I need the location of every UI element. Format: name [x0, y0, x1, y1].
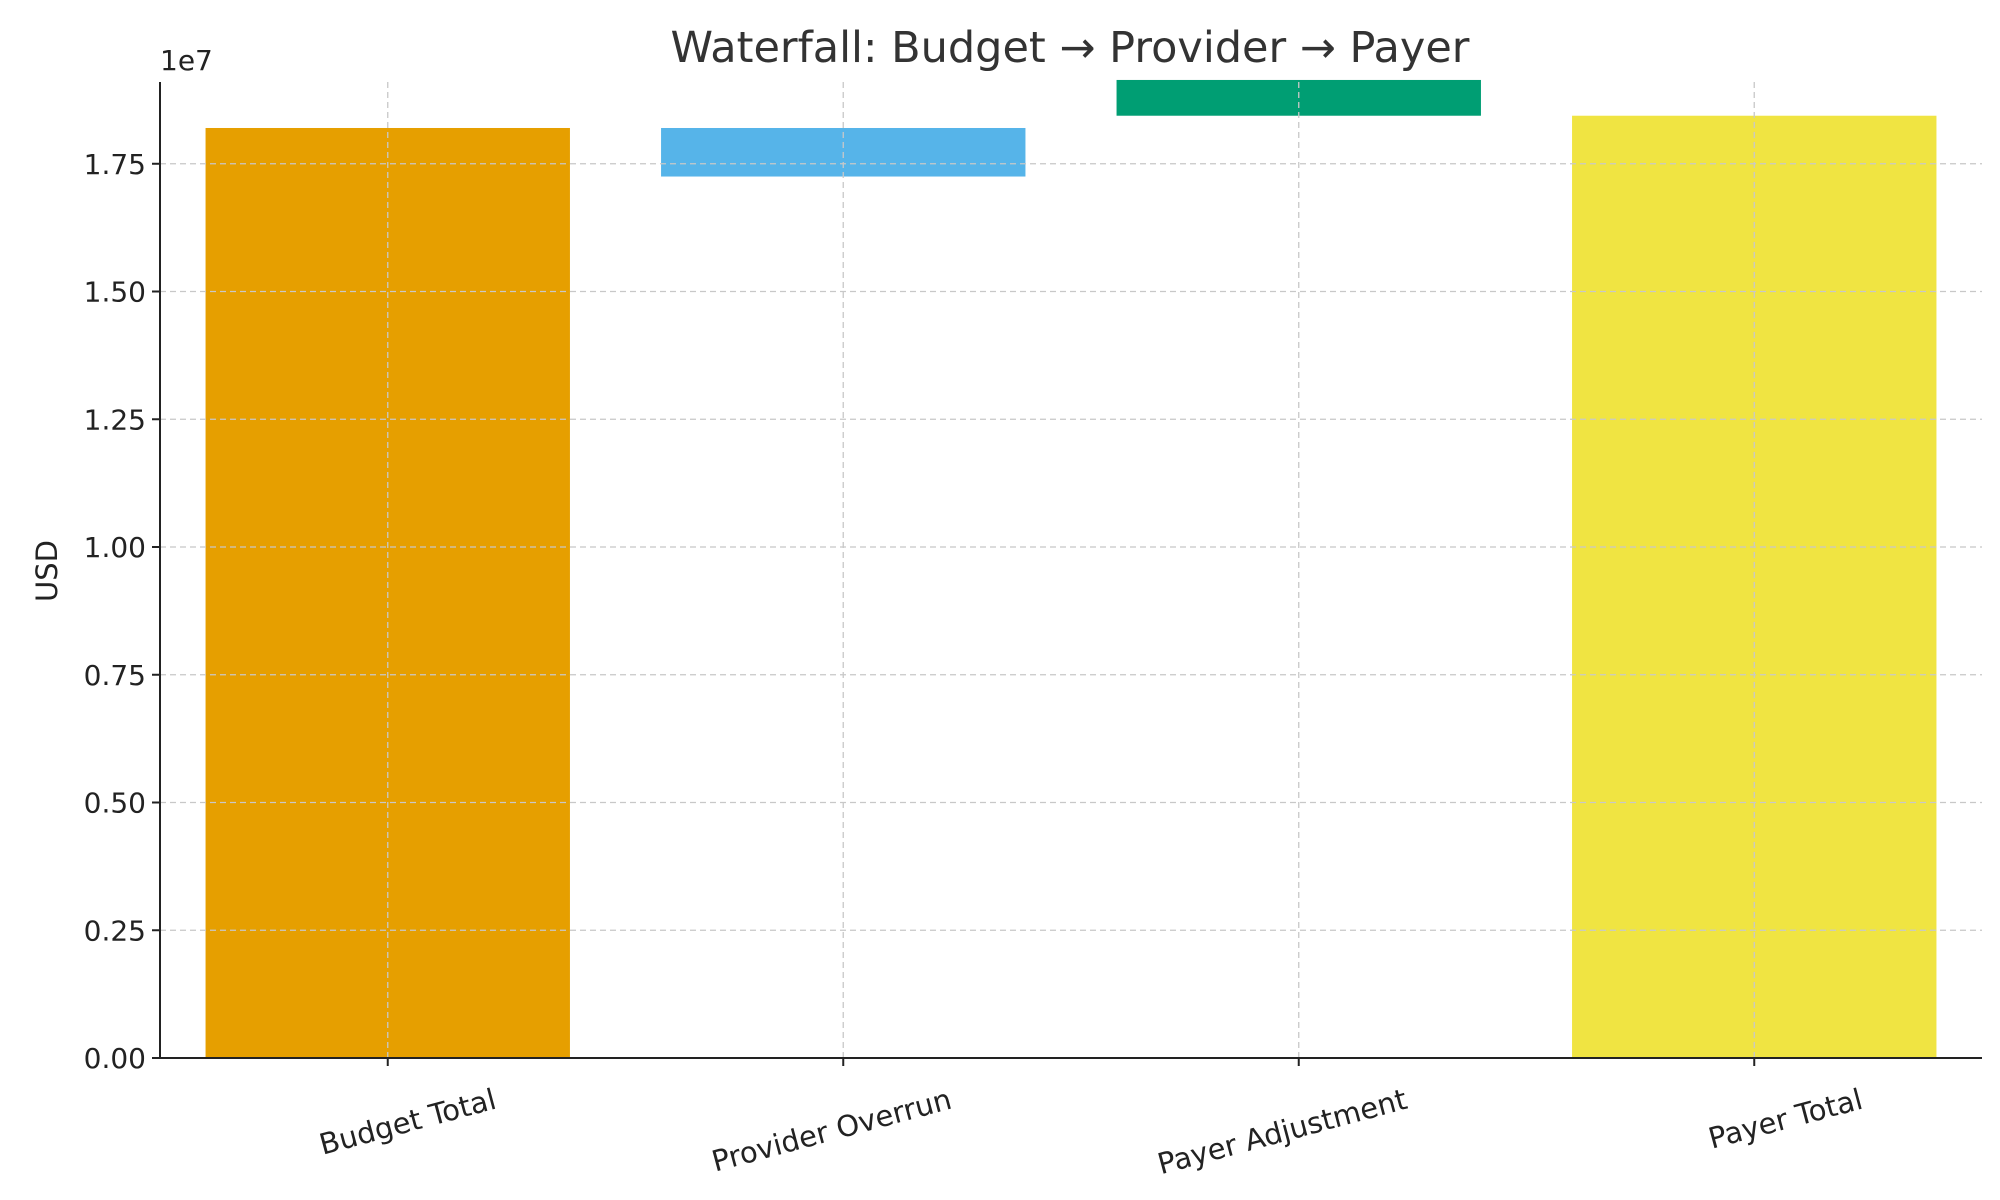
y-tick-label: 0.75 — [84, 659, 146, 692]
y-tick-label: 1.00 — [84, 531, 146, 564]
x-tick-label: Budget Total — [316, 1082, 500, 1162]
y-axis-offset-text: 1e7 — [160, 44, 213, 77]
y-tick-label: 0.00 — [84, 1042, 146, 1075]
x-tick-label: Payer Adjustment — [1154, 1082, 1411, 1181]
chart-title: Waterfall: Budget → Provider → Payer — [670, 23, 1469, 73]
y-tick-label: 1.75 — [84, 148, 146, 181]
y-axis-title: USD — [30, 540, 64, 602]
bars — [205, 79, 1937, 1059]
y-tick-label: 0.25 — [84, 914, 146, 947]
y-tick-label: 0.50 — [84, 787, 146, 820]
x-tick-label: Provider Overrun — [708, 1082, 955, 1179]
y-tick-label: 1.50 — [84, 276, 146, 309]
grid-lines — [160, 82, 1982, 1058]
axes — [152, 82, 1982, 1066]
x-tick-label: Payer Total — [1705, 1082, 1866, 1156]
y-tick-label: 1.25 — [84, 403, 146, 436]
